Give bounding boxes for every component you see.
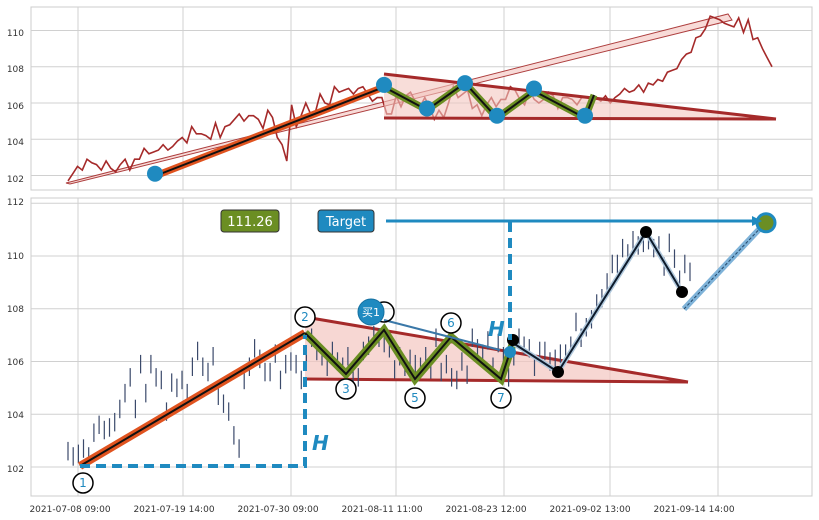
x-tick-label: 2021-08-11 11:00: [341, 505, 422, 515]
wave-label-5: 5: [411, 391, 419, 405]
breakout-marker: [640, 226, 652, 238]
target-marker: [755, 212, 777, 234]
y-tick-label: 104: [7, 138, 24, 148]
wave-marker-top: [457, 75, 473, 92]
wave-marker-top: [376, 76, 392, 93]
breakout-path: [512, 230, 683, 374]
y-tick-label: 106: [7, 102, 24, 112]
height-label-bottom: H: [312, 431, 329, 455]
height-label-breakout: H: [488, 317, 505, 341]
buy-marker-label: 买1: [362, 306, 380, 319]
y-tick-label: 106: [7, 358, 24, 368]
y-tick-label: 104: [7, 411, 24, 421]
y-tick-label: 110: [7, 252, 24, 262]
wave-point-7: 7: [490, 387, 512, 409]
wave-zigzag-bottom-core: [304, 328, 514, 381]
trend-leg-bottom-core: [79, 332, 306, 467]
wave-point-2: 2: [294, 306, 316, 328]
x-tick-label: 2021-07-08 09:00: [29, 505, 110, 515]
wave-label-3: 3: [342, 382, 350, 396]
x-tick-label: 2021-07-19 14:00: [133, 505, 214, 515]
breakout-marker: [676, 286, 688, 298]
x-tick-label: 2021-08-23 12:00: [445, 505, 526, 515]
height-dashed-line-left: [80, 335, 307, 468]
projection-line: [681, 219, 769, 312]
buy-arrow-line: [383, 319, 501, 351]
y-tick-label: 112: [7, 198, 24, 208]
breakout-marker: [552, 366, 564, 378]
top-panel-overlays: [65, 13, 777, 185]
triangle-upper-edge-top: [383, 72, 777, 121]
target-arrow-head: [752, 216, 762, 226]
wave-label-6: 6: [447, 316, 455, 330]
trend-leg-top-core: [154, 86, 385, 177]
price-box-text: 111.26: [227, 215, 273, 230]
target-box-text: Target: [325, 215, 366, 230]
x-tick-label: 2021-07-30 09:00: [237, 505, 318, 515]
wave-label-2: 2: [301, 310, 309, 324]
wave-point-1: 1: [72, 472, 94, 494]
wave-marker-top: [419, 100, 435, 117]
buy-point: [504, 346, 516, 358]
wave-point-3: 3: [335, 378, 357, 400]
wave-marker-top: [577, 107, 593, 124]
x-tick-label: 2021-09-02 13:00: [549, 505, 630, 515]
wave-marker-top: [489, 107, 505, 124]
y-tick-label: 102: [7, 175, 24, 185]
wave-point-5: 5: [404, 387, 426, 409]
triangle-lower-edge-bottom: [304, 377, 689, 384]
y-tick-label: 108: [7, 65, 24, 75]
y-tick-label: 108: [7, 305, 24, 315]
wave-label-7: 7: [497, 391, 505, 405]
wave-marker-top: [147, 165, 163, 182]
y-tick-label: 102: [7, 465, 24, 475]
price-box: 111.26: [220, 209, 280, 233]
wave-point-6: 6: [440, 312, 462, 334]
wave-marker-top: [526, 80, 542, 97]
buy-marker: 买1: [357, 298, 395, 326]
bottom-panel-overlays: [67, 212, 777, 470]
x-tick-label: 2021-09-14 14:00: [653, 505, 734, 515]
y-tick-label: 110: [7, 29, 24, 39]
target-box: Target: [317, 209, 375, 233]
wave-label-1: 1: [79, 476, 87, 490]
